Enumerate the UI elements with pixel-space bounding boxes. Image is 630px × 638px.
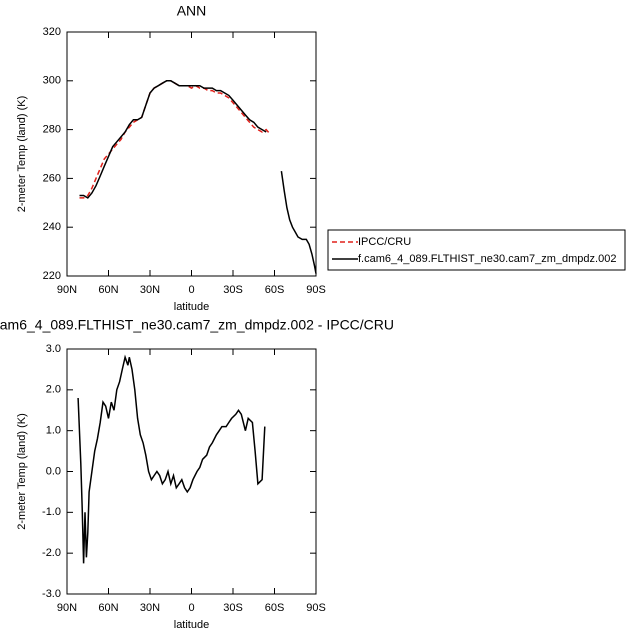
y-tick-label: 220	[43, 270, 61, 282]
y-tick-label: -1.0	[42, 506, 61, 518]
x-axis-label: latitude	[174, 301, 209, 313]
chart-title: f.cam6_4_089.FLTHIST_ne30.cam7_zm_dmpdz.…	[0, 317, 394, 333]
y-tick-label: 300	[43, 75, 61, 87]
x-tick-label: 90N	[57, 602, 77, 614]
y-tick-label: 240	[43, 221, 61, 233]
x-tick-label: 0	[188, 602, 194, 614]
x-tick-label: 60S	[265, 602, 285, 614]
y-tick-label: 3.0	[46, 343, 61, 355]
plot-frame	[66, 348, 317, 595]
y-tick-label: -2.0	[42, 547, 61, 559]
data-line	[77, 354, 266, 564]
legend-box	[327, 229, 626, 271]
x-tick-label: 0	[188, 284, 194, 296]
x-tick-label: 90S	[306, 602, 326, 614]
y-tick-label: 320	[43, 26, 61, 38]
data-line	[79, 80, 317, 274]
x-tick-label: 60N	[98, 284, 118, 296]
x-axis-label: latitude	[174, 619, 209, 631]
x-tick-label: 90S	[306, 284, 326, 296]
y-axis-label: 2-meter Temp (land) (K)	[16, 413, 28, 530]
x-tick-label: 60N	[98, 602, 118, 614]
y-tick-label: 1.0	[46, 425, 61, 437]
x-tick-label: 30S	[223, 602, 243, 614]
y-tick-label: 0.0	[46, 465, 61, 477]
y-tick-label: 280	[43, 124, 61, 136]
y-tick-label: -3.0	[42, 588, 61, 600]
x-tick-label: 60S	[265, 284, 285, 296]
x-tick-label: 30N	[140, 602, 160, 614]
y-tick-label: 2.0	[46, 384, 61, 396]
legend-label: IPCC/CRU	[358, 236, 411, 248]
y-axis-label: 2-meter Temp (land) (K)	[16, 96, 28, 213]
x-tick-label: 30S	[223, 284, 243, 296]
x-tick-label: 90N	[57, 284, 77, 296]
plot-frame	[66, 31, 317, 277]
data-line	[79, 80, 271, 199]
y-tick-label: 260	[43, 172, 61, 184]
x-tick-label: 30N	[140, 284, 160, 296]
legend-label: f.cam6_4_089.FLTHIST_ne30.cam7_zm_dmpdz.…	[358, 253, 616, 265]
chart-title: ANN	[177, 3, 207, 19]
